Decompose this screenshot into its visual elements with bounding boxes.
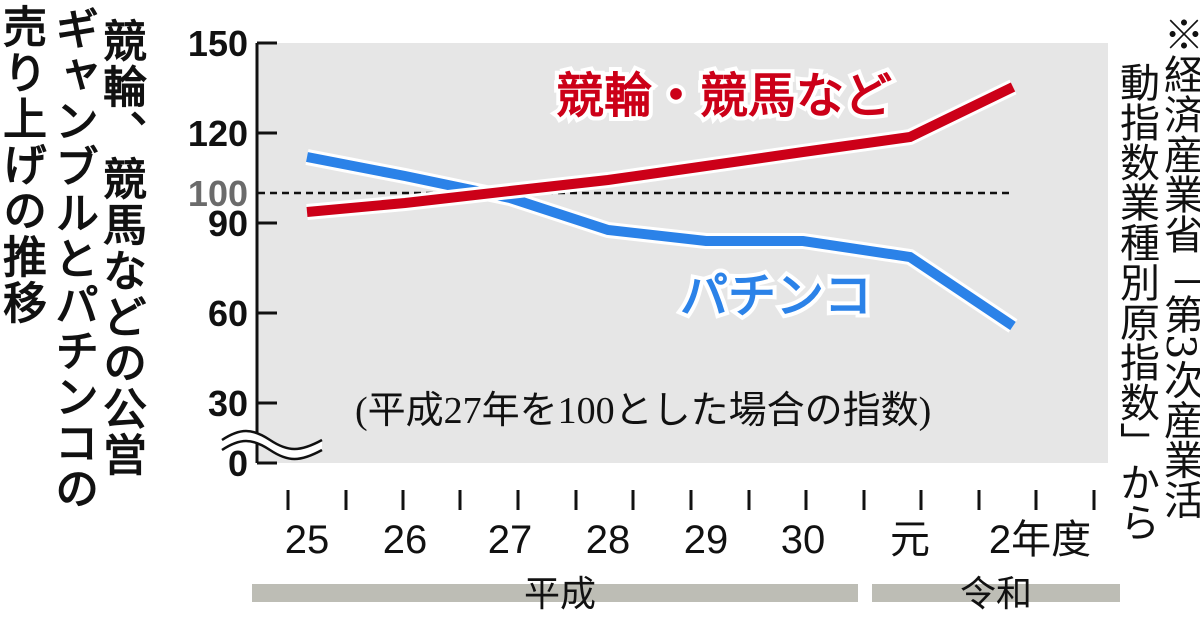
x-tick-25: 25 [285,518,330,562]
y-tick-0: 0 [228,443,248,484]
series-pachinko [305,149,1018,333]
source-footnote-line-2: 動指数業種別原指数」から [1113,62,1159,542]
y-tick-120: 120 [188,113,248,154]
axis-break-icon [221,429,323,461]
chart-title-line-3: 売り上げの推移 [0,4,46,326]
x-tick-26: 26 [383,518,428,562]
x-tick-27: 27 [488,518,533,562]
x-ticks [286,490,1096,510]
y-tick-60: 60 [208,293,248,334]
era-bar-reiwa [872,584,1120,602]
era-label-heisei: 平成 [524,574,596,615]
chart-title-line-2: ギャンブルとパチンコの [47,6,98,512]
y-tick-30: 30 [208,383,248,424]
x-tick-30: 30 [781,518,826,562]
y-tick-100: 100 [188,173,248,214]
era-bar-heisei [252,584,858,602]
series-keirin-keiba [306,79,1017,220]
y-ticks [257,41,277,465]
chart-title-line-1: 競輪、競馬などの公営 [95,18,146,478]
y-tick-90: 90 [208,203,248,244]
era-label-reiwa: 令和 [960,574,1032,615]
x-tick-29: 29 [684,518,729,562]
y-tick-150: 150 [188,23,248,64]
x-tick-2: 2年度 [989,518,1091,562]
series-label-keirin-keiba: 競輪・競馬など [556,68,892,124]
index-note: (平成27年を100とした場合の指数) [355,390,931,432]
x-tick-gan: 元 [890,518,930,562]
source-footnote-line-1: ※経済産業省「第3次産業活 [1157,14,1200,520]
series-label-pachinko: パチンコ [680,268,872,324]
x-tick-28: 28 [586,518,631,562]
